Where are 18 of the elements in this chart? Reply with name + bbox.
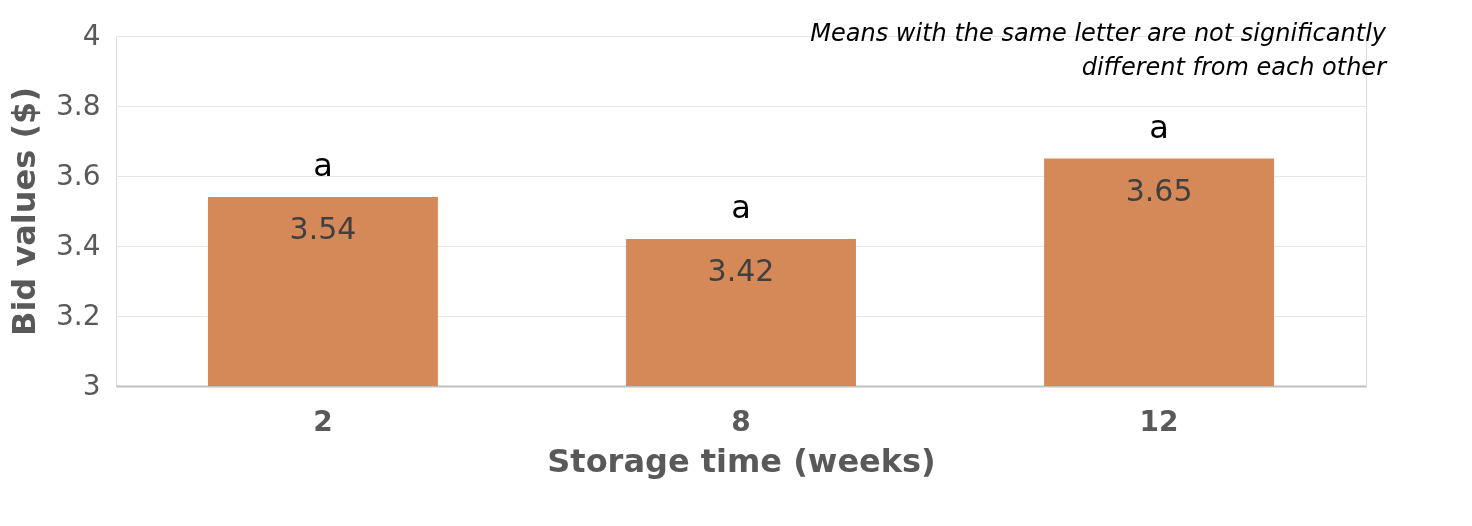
x-tick-label: 2	[313, 404, 333, 438]
annotation: a	[313, 146, 333, 184]
y-tick-label: 3.6	[55, 158, 101, 192]
y-tick-label: 3.2	[55, 298, 101, 332]
annotation: Means with the same letter are not significantly different from each other	[810, 19, 1389, 81]
data-label: 3.42	[707, 253, 775, 288]
data-label: 3.65	[1125, 172, 1193, 208]
x-tick-label: 12	[1139, 404, 1179, 438]
annotation: a	[731, 188, 751, 226]
x-axis-title: Storage time (weeks)	[547, 441, 936, 480]
x-tick-label: 8	[731, 404, 751, 438]
y-tick-label: 3.4	[55, 228, 101, 262]
y-tick-label: 3.8	[55, 88, 101, 122]
y-tick-label: 4	[82, 18, 101, 52]
annotation: a	[1149, 107, 1169, 146]
y-axis-title: Bid values ($)	[4, 86, 43, 337]
data-label: 3.54	[289, 211, 357, 246]
y-tick-label: 3	[82, 368, 101, 402]
